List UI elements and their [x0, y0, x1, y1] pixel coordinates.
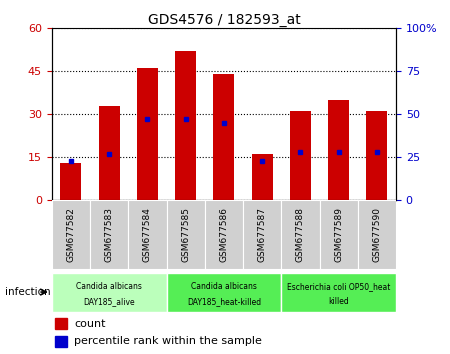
Bar [99, 105, 120, 200]
Bar [90, 200, 128, 269]
Text: GSM677585: GSM677585 [181, 207, 190, 262]
Bar [128, 200, 166, 269]
Bar [205, 200, 243, 269]
Bar [320, 200, 358, 269]
Bar [213, 74, 234, 200]
Bar [166, 273, 281, 312]
Text: percentile rank within the sample: percentile rank within the sample [74, 336, 262, 346]
Text: GSM677587: GSM677587 [257, 207, 266, 262]
Bar [52, 273, 166, 312]
Bar [281, 200, 320, 269]
Bar [328, 100, 349, 200]
Bar [52, 200, 90, 269]
Text: DAY185_alive: DAY185_alive [83, 297, 135, 306]
Text: killed: killed [328, 297, 349, 306]
Bar [252, 154, 273, 200]
Bar [366, 111, 387, 200]
Text: GSM677582: GSM677582 [67, 207, 76, 262]
Text: count: count [74, 319, 106, 329]
Text: GSM677588: GSM677588 [296, 207, 305, 262]
Bar [243, 200, 281, 269]
Bar [55, 336, 67, 347]
Text: GSM677590: GSM677590 [373, 207, 382, 262]
Bar [137, 68, 158, 200]
Text: infection: infection [4, 287, 50, 297]
Title: GDS4576 / 182593_at: GDS4576 / 182593_at [148, 13, 300, 27]
Bar [166, 200, 205, 269]
Bar [55, 318, 67, 329]
Bar [290, 111, 311, 200]
Bar [60, 163, 81, 200]
Bar [175, 51, 196, 200]
Text: Candida albicans: Candida albicans [76, 282, 142, 291]
Text: DAY185_heat-killed: DAY185_heat-killed [187, 297, 261, 306]
Bar [358, 200, 396, 269]
Text: GSM677584: GSM677584 [143, 207, 152, 262]
Text: Candida albicans: Candida albicans [191, 282, 257, 291]
Text: GSM677586: GSM677586 [220, 207, 228, 262]
Text: GSM677583: GSM677583 [104, 207, 113, 262]
Text: Escherichia coli OP50_heat: Escherichia coli OP50_heat [287, 282, 390, 291]
Bar [281, 273, 396, 312]
Text: GSM677589: GSM677589 [334, 207, 343, 262]
